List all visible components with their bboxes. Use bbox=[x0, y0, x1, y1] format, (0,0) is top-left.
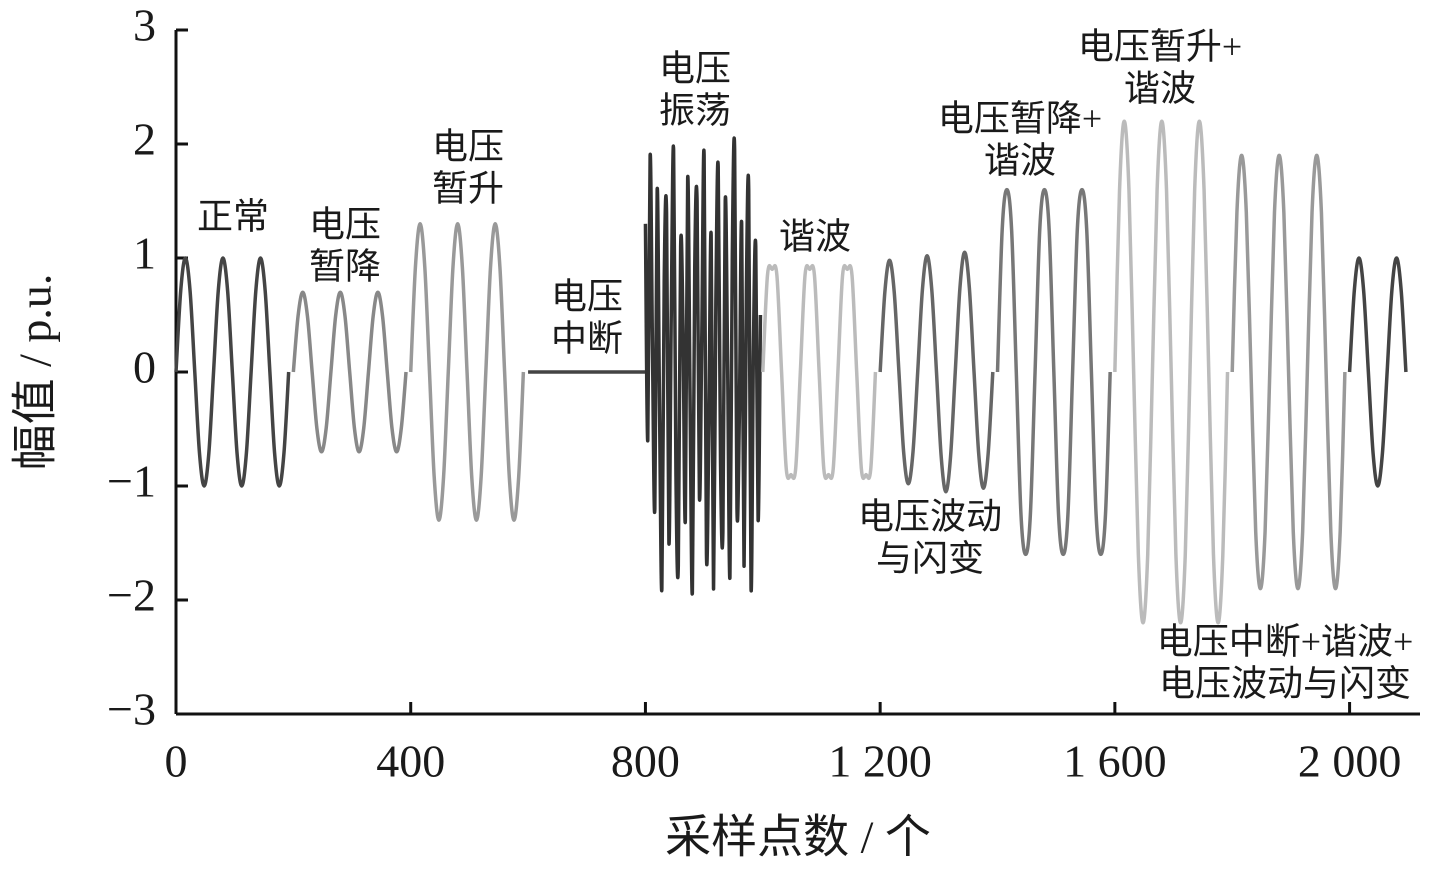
y-tick-label: 1 bbox=[133, 228, 156, 279]
x-tick-label: 2 000 bbox=[1298, 736, 1402, 787]
annotation: 谐波 bbox=[1124, 68, 1196, 108]
annotation: 电压 bbox=[309, 204, 381, 244]
x-tick-label: 800 bbox=[611, 736, 680, 787]
y-tick-label: 0 bbox=[133, 342, 156, 393]
waveform bbox=[291, 290, 408, 454]
annotation: 电压中断+谐波+ bbox=[1157, 621, 1414, 661]
waveform bbox=[995, 187, 1112, 557]
waveform bbox=[878, 250, 995, 494]
annotation: 电压 bbox=[659, 48, 731, 88]
waveform bbox=[1230, 153, 1347, 591]
annotation: 谐波 bbox=[779, 216, 851, 256]
annotation: 电压 bbox=[432, 126, 504, 166]
annotation: 与闪变 bbox=[876, 538, 984, 578]
annotation: 谐波 bbox=[984, 140, 1056, 180]
annotation: 振荡 bbox=[659, 90, 731, 130]
y-tick-label: −2 bbox=[107, 570, 156, 621]
annotation: 电压 bbox=[551, 276, 623, 316]
waveform bbox=[761, 264, 878, 480]
waveform bbox=[1113, 119, 1230, 625]
waveform bbox=[174, 256, 291, 488]
x-axis-label: 采样点数 / 个 bbox=[665, 812, 931, 863]
annotation: 电压波动 bbox=[858, 496, 1002, 536]
annotation: 电压波动与闪变 bbox=[1159, 663, 1411, 703]
y-tick-label: −1 bbox=[107, 456, 156, 507]
waveform bbox=[1347, 256, 1408, 488]
annotation: 电压暂降+ bbox=[938, 98, 1102, 138]
annotation: 暂降 bbox=[309, 246, 381, 286]
x-tick-label: 400 bbox=[376, 736, 445, 787]
y-tick-label: 3 bbox=[133, 0, 156, 51]
annotation: 暂升 bbox=[432, 168, 504, 208]
waveform bbox=[408, 222, 526, 522]
x-tick-label: 0 bbox=[165, 736, 188, 787]
x-tick-label: 1 200 bbox=[828, 736, 932, 787]
waveform bbox=[643, 136, 763, 596]
annotation: 中断 bbox=[551, 318, 623, 358]
x-tick-label: 1 600 bbox=[1063, 736, 1167, 787]
annotation: 正常 bbox=[197, 196, 269, 236]
y-axis-label: 幅值 / p.u. bbox=[10, 274, 61, 471]
y-tick-label: 2 bbox=[133, 114, 156, 165]
annotation: 电压暂升+ bbox=[1078, 26, 1242, 66]
y-tick-label: −3 bbox=[107, 684, 156, 735]
